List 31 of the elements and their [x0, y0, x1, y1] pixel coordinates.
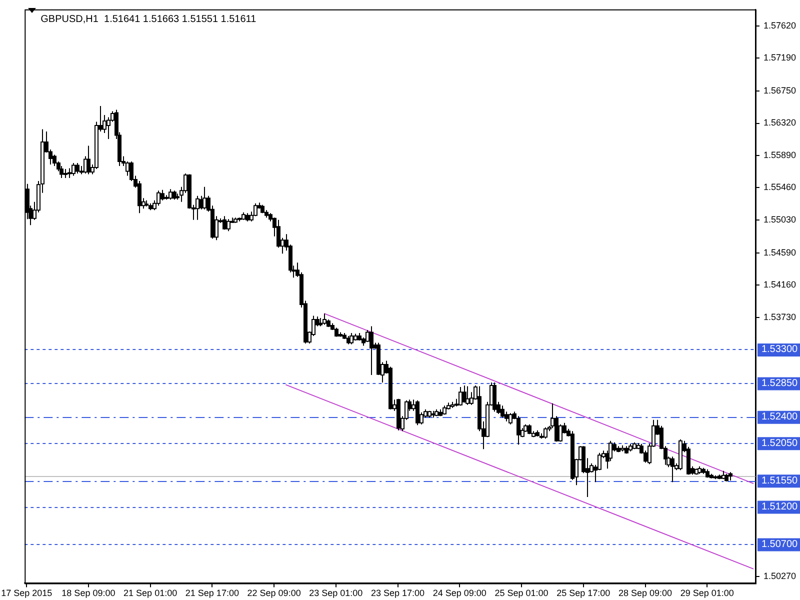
- ref-line-label: 1.50700: [761, 538, 798, 550]
- y-tick-label: 1.55460: [763, 182, 796, 192]
- ref-line-label: 1.52850: [761, 378, 798, 389]
- ref-line-label: 1.53300: [761, 344, 798, 356]
- x-tick-label: 25 Sep 01:00: [494, 588, 548, 598]
- x-tick-label: 24 Sep 09:00: [432, 588, 486, 598]
- ref-line-label: 1.51550: [761, 475, 798, 486]
- x-tick-label: 18 Sep 09:00: [62, 588, 116, 598]
- y-tick-label: 1.54590: [763, 247, 796, 258]
- y-tick-label: 1.54160: [763, 280, 796, 290]
- x-tick-label: 29 Sep 01:00: [680, 588, 734, 598]
- x-tick-label: 22 Sep 09:00: [247, 588, 301, 598]
- y-tick-label: 1.53730: [763, 312, 796, 322]
- ref-line-label: 1.52050: [761, 438, 798, 449]
- y-tick-label: 1.57190: [763, 52, 796, 63]
- x-tick-label: 17 Sep 2015: [1, 588, 52, 598]
- y-tick-label: 1.55030: [763, 214, 796, 224]
- ref-line-label: 1.52400: [761, 412, 798, 423]
- x-tick-label: 21 Sep 17:00: [185, 588, 239, 598]
- x-tick-label: 25 Sep 17:00: [556, 588, 610, 598]
- x-tick-label: 23 Sep 01:00: [309, 588, 363, 598]
- y-tick-label: 1.55890: [763, 150, 796, 160]
- y-tick-label: 1.50270: [763, 570, 796, 581]
- x-tick-label: 28 Sep 09:00: [618, 588, 672, 598]
- y-tick-label: 1.56750: [763, 86, 796, 96]
- x-tick-label: 21 Sep 01:00: [124, 588, 178, 598]
- y-tick-label: 1.56320: [763, 118, 796, 128]
- x-tick-label: 23 Sep 17:00: [371, 588, 425, 598]
- text: GBPUSD,H1 1.51641 1.51663 1.51551 1.51611: [40, 14, 257, 26]
- ref-line-label: 1.51200: [761, 502, 798, 513]
- y-tick-label: 1.57620: [763, 20, 796, 30]
